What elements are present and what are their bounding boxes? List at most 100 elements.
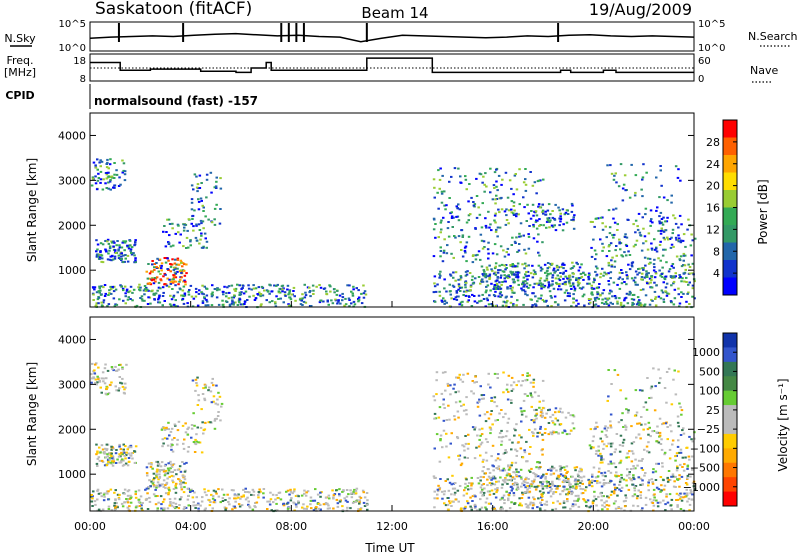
data-cell	[474, 495, 477, 498]
data-cell	[509, 285, 512, 287]
data-cell	[479, 282, 482, 285]
data-cell	[200, 199, 203, 202]
data-cell	[621, 272, 624, 274]
data-cell	[480, 239, 484, 242]
y-tick-label: 1000	[58, 264, 86, 277]
data-cell	[350, 302, 353, 305]
data-cell	[183, 462, 186, 465]
data-cell	[654, 248, 657, 251]
data-cell	[678, 402, 681, 405]
data-cell	[588, 444, 592, 447]
data-cell	[163, 474, 167, 477]
data-cell	[98, 446, 101, 449]
data-cell	[124, 292, 127, 295]
power-colorbar-label: Power [dB]	[756, 179, 770, 244]
data-cell	[564, 283, 567, 286]
data-cell	[166, 277, 169, 280]
data-cell	[508, 507, 512, 510]
data-cell	[262, 496, 265, 499]
colorbar-segment	[723, 433, 737, 449]
data-cell	[470, 487, 473, 490]
data-cell	[96, 179, 100, 182]
data-cell	[112, 245, 115, 248]
data-cell	[169, 280, 172, 283]
data-cell	[207, 304, 210, 307]
data-cell	[610, 383, 613, 385]
data-cell	[152, 472, 156, 475]
data-cell	[269, 491, 272, 494]
velocity-x-ticks: 00:00 04:00 08:00 12:00 16:00 20:00 00:00	[74, 301, 710, 533]
data-cell	[671, 228, 675, 231]
data-cell	[596, 480, 599, 482]
data-cell	[138, 283, 141, 286]
nave-label: Nave	[750, 64, 778, 77]
data-cell	[642, 227, 645, 230]
data-cell	[562, 267, 565, 270]
data-cell	[575, 485, 578, 488]
data-cell	[607, 245, 611, 248]
colorbar-segment	[723, 260, 737, 278]
x-tick-label: 20:00	[577, 520, 609, 533]
data-cell	[312, 293, 315, 295]
data-cell	[156, 289, 159, 292]
data-cell	[487, 502, 491, 505]
data-cell	[622, 304, 626, 307]
data-cell	[537, 203, 541, 206]
data-cell	[625, 456, 628, 459]
data-cell	[515, 488, 519, 491]
data-cell	[644, 264, 647, 267]
data-cell	[277, 298, 280, 300]
data-cell	[362, 292, 366, 295]
data-cell	[304, 301, 308, 304]
data-cell	[471, 500, 474, 502]
data-cell	[665, 371, 669, 373]
data-cell	[616, 283, 619, 286]
data-cell	[205, 294, 209, 297]
data-cell	[609, 277, 612, 280]
data-cell	[101, 188, 105, 191]
data-cell	[444, 371, 447, 374]
data-cell	[274, 301, 277, 304]
data-cell	[618, 287, 622, 290]
data-cell	[686, 500, 689, 503]
data-cell	[539, 282, 543, 285]
data-cell	[190, 184, 194, 187]
data-cell	[341, 509, 345, 512]
data-cell	[111, 285, 115, 288]
data-cell	[524, 273, 527, 276]
data-cell	[547, 203, 551, 206]
data-cell	[478, 428, 481, 431]
data-cell	[616, 300, 619, 303]
data-cell	[476, 301, 479, 304]
data-cell	[510, 295, 513, 298]
data-cell	[358, 502, 361, 505]
data-cell	[571, 261, 574, 264]
data-cell	[172, 269, 176, 271]
data-cell	[613, 265, 616, 268]
data-cell	[289, 488, 292, 491]
data-cell	[146, 508, 150, 510]
data-cell	[632, 476, 635, 479]
data-cell	[673, 217, 677, 220]
data-cell	[633, 414, 637, 417]
data-cell	[100, 391, 103, 394]
data-cell	[599, 294, 602, 297]
data-cell	[655, 209, 658, 212]
data-cell	[632, 303, 635, 305]
data-cell	[494, 488, 497, 491]
data-cell	[93, 500, 97, 503]
data-cell	[548, 490, 552, 493]
data-cell	[541, 299, 545, 301]
data-cell	[676, 478, 680, 481]
data-cell	[619, 434, 623, 437]
data-cell	[634, 467, 637, 470]
data-cell	[470, 305, 474, 307]
data-cell	[677, 451, 681, 454]
data-cell	[646, 428, 650, 431]
data-cell	[599, 452, 602, 455]
data-cell	[659, 169, 662, 172]
data-cell	[501, 270, 505, 273]
data-cell	[525, 476, 528, 479]
data-cell	[170, 463, 173, 466]
data-cell	[675, 238, 678, 241]
